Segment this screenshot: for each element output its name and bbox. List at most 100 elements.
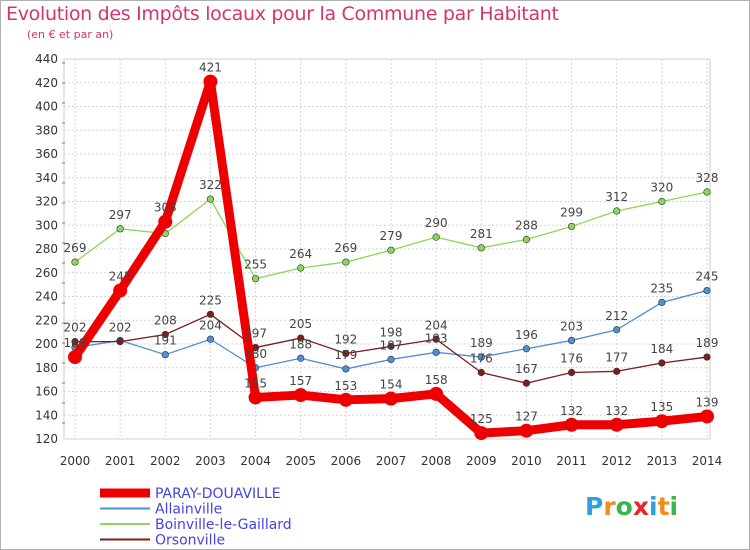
y-tick-label: 220 bbox=[35, 313, 58, 327]
x-tick-label: 2000 bbox=[60, 454, 91, 468]
data-label: 196 bbox=[515, 328, 538, 342]
data-label: 176 bbox=[560, 352, 583, 366]
x-tick-label: 2001 bbox=[105, 454, 136, 468]
data-label: 139 bbox=[696, 395, 719, 409]
data-label: 154 bbox=[380, 378, 403, 392]
data-point bbox=[564, 417, 579, 432]
data-label: 180 bbox=[244, 347, 267, 361]
data-label: 127 bbox=[515, 410, 538, 424]
data-point bbox=[429, 386, 444, 401]
data-label: 193 bbox=[425, 331, 448, 345]
data-label: 269 bbox=[334, 241, 357, 255]
data-point bbox=[658, 197, 666, 206]
data-point bbox=[158, 214, 173, 229]
data-label: 245 bbox=[109, 270, 132, 284]
x-tick-label: 2009 bbox=[466, 454, 497, 468]
y-tick-label: 320 bbox=[35, 195, 58, 209]
data-label: 189 bbox=[64, 336, 87, 350]
data-label: 191 bbox=[154, 334, 177, 348]
data-label: 202 bbox=[64, 321, 87, 335]
data-label: 320 bbox=[650, 181, 673, 195]
data-point bbox=[387, 342, 395, 350]
data-label: 212 bbox=[605, 309, 628, 323]
data-label: 205 bbox=[289, 317, 312, 331]
y-tick-label: 360 bbox=[35, 147, 58, 161]
legend: PARAY-DOUAVILLEAllainvilleBoinville-le-G… bbox=[100, 486, 292, 549]
data-label: 135 bbox=[650, 400, 673, 414]
x-tick-label: 2007 bbox=[376, 454, 407, 468]
y-tick-label: 380 bbox=[35, 123, 58, 137]
proxiti-logo: Proxiti bbox=[585, 492, 678, 521]
data-point bbox=[522, 235, 531, 244]
data-point bbox=[613, 207, 621, 215]
y-tick-label: 340 bbox=[35, 171, 58, 185]
data-point bbox=[474, 426, 489, 441]
data-label: 202 bbox=[109, 321, 132, 335]
logo-letter-r: r bbox=[603, 492, 616, 521]
y-tick-label: 420 bbox=[35, 76, 58, 90]
y-tick-label: 440 bbox=[35, 52, 58, 66]
legend-label: PARAY-DOUAVILLE bbox=[155, 486, 281, 502]
x-tick-label: 2012 bbox=[601, 454, 632, 468]
data-label: 155 bbox=[244, 376, 267, 390]
data-label: 303 bbox=[154, 201, 177, 215]
data-point bbox=[522, 379, 531, 387]
legend-label: Allainville bbox=[155, 502, 222, 518]
data-point bbox=[293, 388, 308, 403]
data-point bbox=[654, 414, 669, 429]
y-tick-label: 140 bbox=[35, 408, 58, 422]
x-tick-label: 2010 bbox=[511, 454, 542, 468]
data-label: 264 bbox=[289, 247, 312, 261]
data-point bbox=[522, 345, 531, 353]
data-point bbox=[387, 246, 395, 254]
data-label: 157 bbox=[289, 374, 312, 388]
data-label: 288 bbox=[515, 219, 538, 233]
data-point bbox=[342, 365, 350, 373]
data-point bbox=[68, 350, 82, 365]
data-label: 198 bbox=[380, 325, 403, 339]
data-label: 322 bbox=[199, 178, 222, 192]
data-point bbox=[658, 298, 666, 307]
data-label: 235 bbox=[650, 281, 673, 295]
data-point bbox=[71, 258, 79, 266]
x-tick-label: 2014 bbox=[692, 454, 723, 468]
data-label: 328 bbox=[696, 171, 719, 185]
x-tick-label: 2003 bbox=[195, 454, 226, 468]
data-label: 281 bbox=[470, 227, 493, 241]
series-layer bbox=[68, 74, 714, 441]
y-tick-label: 120 bbox=[35, 432, 58, 446]
data-point bbox=[387, 355, 395, 364]
x-tick-label: 2008 bbox=[421, 454, 452, 468]
data-point bbox=[342, 349, 350, 358]
data-label: 125 bbox=[470, 412, 493, 426]
logo-letter-t: t bbox=[658, 492, 670, 521]
svg-text:Proxiti: Proxiti bbox=[585, 492, 678, 521]
x-tick-label: 2006 bbox=[331, 454, 362, 468]
data-point bbox=[297, 334, 305, 342]
data-point bbox=[567, 336, 576, 345]
y-axis: 120 140 160 180 200 220 240 260 280 300 320 340 360 3… bbox=[35, 52, 65, 446]
data-point bbox=[384, 391, 398, 406]
data-point bbox=[613, 326, 621, 334]
y-tick-label: 400 bbox=[35, 100, 58, 114]
data-label: 312 bbox=[605, 190, 628, 204]
data-label: 255 bbox=[244, 258, 267, 272]
data-point bbox=[297, 264, 305, 272]
y-tick-label: 200 bbox=[35, 337, 58, 351]
y-tick-label: 160 bbox=[35, 385, 58, 399]
data-label: 187 bbox=[380, 338, 403, 352]
y-tick-label: 300 bbox=[35, 218, 58, 232]
legend-label: Boinville-le-Gaillard bbox=[155, 517, 292, 533]
logo-letter-p: P bbox=[585, 492, 603, 521]
chart-subtitle: (en € et par an) bbox=[27, 28, 114, 41]
data-point bbox=[703, 286, 711, 295]
data-point bbox=[477, 368, 485, 377]
data-point bbox=[477, 244, 485, 252]
data-label: 177 bbox=[605, 350, 628, 364]
data-label: 197 bbox=[244, 327, 267, 341]
data-label: 189 bbox=[470, 336, 493, 350]
data-label: 192 bbox=[334, 333, 357, 347]
data-label: 245 bbox=[696, 270, 719, 284]
data-label: 189 bbox=[696, 336, 719, 350]
data-label: 167 bbox=[515, 362, 538, 376]
